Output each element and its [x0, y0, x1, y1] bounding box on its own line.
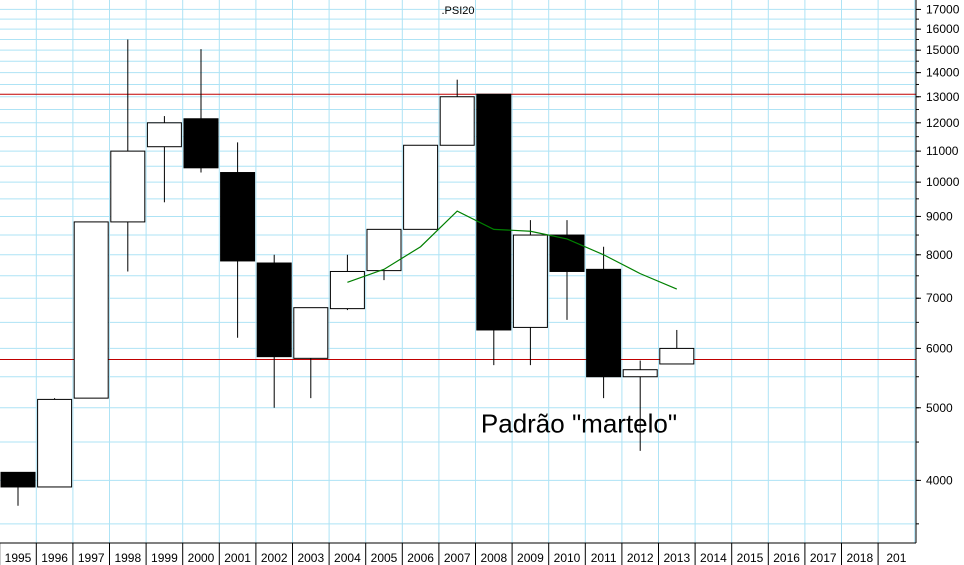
x-tick-label: 1995: [5, 551, 32, 565]
x-tick-labels: 1995 1996 1997 1998 1999 2000 2001 2002 2003 2004…: [0, 543, 907, 565]
candle-body: [220, 172, 256, 262]
x-tick-label: 2017: [810, 551, 837, 565]
x-tick-label: 2005: [371, 551, 398, 565]
horizontal-reference-lines: [0, 93, 916, 360]
candle-body: [146, 122, 182, 148]
x-tick-label: 2006: [407, 551, 434, 565]
y-tick-label: 16000: [926, 22, 960, 36]
x-tick-label: 2001: [224, 551, 251, 565]
candle-1995: [0, 471, 36, 506]
candle-2007: [439, 79, 475, 146]
x-tick-label: 2012: [627, 551, 654, 565]
candle-body: [293, 307, 329, 359]
y-tick-label: 10000: [926, 175, 960, 189]
candle-body: [256, 262, 292, 358]
candle-2010: [549, 220, 585, 320]
candle-2000: [183, 49, 219, 173]
candle-body: [403, 144, 439, 230]
candle-body: [659, 347, 695, 365]
candle-2013: [659, 329, 695, 365]
candle-body: [37, 398, 73, 488]
x-tick-label: 2010: [554, 551, 581, 565]
candle-2009: [512, 220, 548, 366]
x-tick-label: 2013: [663, 551, 690, 565]
candle-2006: [403, 144, 439, 230]
candle-2008: [476, 93, 512, 366]
candle-body: [110, 150, 146, 223]
y-tick-label: 15000: [926, 43, 960, 57]
candle-body: [0, 471, 36, 488]
x-tick-label: 201: [886, 551, 906, 565]
candle-1999: [146, 116, 182, 203]
y-tick-label: 4000: [926, 473, 953, 487]
x-tick-label: 2008: [480, 551, 507, 565]
x-tick-label: 2011: [591, 551, 617, 565]
x-tick-label: 2000: [188, 551, 215, 565]
y-tick-label: 5000: [926, 401, 953, 415]
x-tick-label: 2002: [261, 551, 288, 565]
y-tick-label: 11000: [926, 144, 959, 158]
y-tick-label: 7000: [926, 291, 953, 305]
candle-body: [183, 118, 219, 169]
y-tick-label: 6000: [926, 341, 953, 355]
grid: [0, 0, 916, 543]
candle-1996: [37, 398, 73, 488]
candle-1998: [110, 39, 146, 272]
y-tick-label: 14000: [926, 66, 960, 80]
x-tick-label: 1997: [78, 551, 105, 565]
moving-average-line: [347, 210, 678, 290]
candle-2003: [293, 307, 329, 399]
y-tick-label: 9000: [926, 209, 953, 223]
x-tick-label: 2015: [737, 551, 764, 565]
candle-2001: [220, 142, 256, 338]
x-tick-label: 2009: [517, 551, 544, 565]
candle-2002: [256, 254, 292, 408]
candle-body: [476, 93, 512, 331]
candle-body: [586, 268, 622, 378]
x-tick-label: 2014: [700, 551, 727, 565]
candle-2005: [366, 228, 402, 281]
x-tick-label: 2016: [773, 551, 800, 565]
candle-2012: [622, 360, 658, 451]
candle-body: [549, 234, 585, 272]
y-tick-label: 12000: [926, 116, 960, 130]
candle-body: [366, 228, 402, 272]
candle-body: [73, 221, 109, 399]
candles: [0, 39, 695, 506]
x-tick-label: 1996: [41, 551, 68, 565]
candle-body: [329, 270, 365, 310]
y-tick-label: 13000: [926, 90, 960, 104]
x-tick-label: 2004: [334, 551, 361, 565]
chart-title: .PSI20: [441, 5, 474, 17]
y-tick-label: 8000: [926, 248, 953, 262]
x-tick-label: 1998: [114, 551, 141, 565]
x-tick-label: 1999: [151, 551, 178, 565]
y-tick-labels: 4000 5000 6000 7000 8000 9000 10000 11000 12000 1…: [916, 2, 960, 525]
hammer-pattern-annotation: Padrão "martelo": [481, 408, 677, 438]
candle-body: [512, 234, 548, 328]
candle-2011: [586, 246, 622, 399]
x-tick-label: 2018: [846, 551, 873, 565]
candle-2004: [329, 254, 365, 311]
moving-average: [347, 210, 678, 290]
x-tick-label: 2003: [297, 551, 324, 565]
axes: [0, 0, 917, 544]
y-tick-label: 17000: [926, 2, 960, 16]
candle-1997: [73, 221, 109, 399]
candle-body: [439, 96, 475, 146]
x-tick-label: 2007: [444, 551, 471, 565]
candle-body: [622, 369, 658, 378]
